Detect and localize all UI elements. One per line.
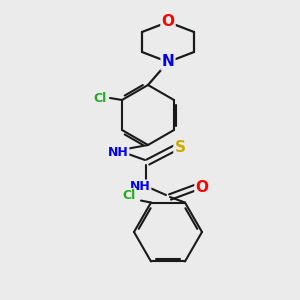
Text: Cl: Cl <box>93 92 106 104</box>
Text: S: S <box>175 140 185 155</box>
Text: N: N <box>162 55 174 70</box>
Text: Cl: Cl <box>122 189 136 202</box>
Text: NH: NH <box>108 146 128 160</box>
Text: O: O <box>196 179 208 194</box>
Text: O: O <box>161 14 175 29</box>
Text: NH: NH <box>130 181 150 194</box>
